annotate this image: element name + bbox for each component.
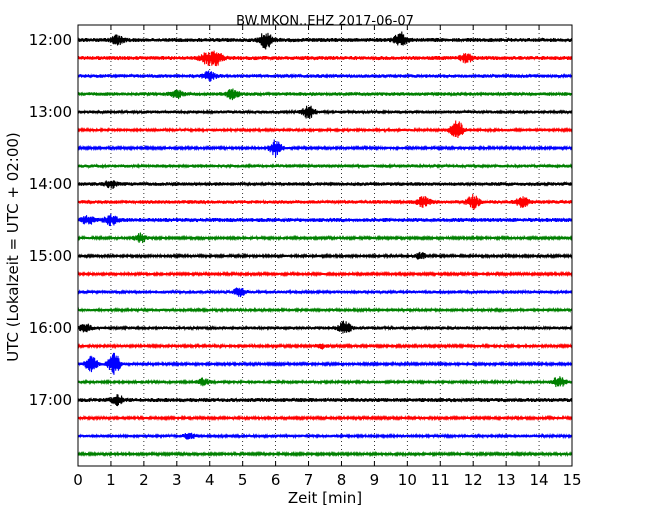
x-tick-label: 11 — [431, 471, 450, 489]
trace-line — [78, 70, 572, 81]
x-tick-label: 3 — [172, 471, 182, 489]
y-tick-label: 13:00 — [29, 103, 72, 121]
x-tick-label: 6 — [271, 471, 281, 489]
trace-line — [78, 376, 572, 387]
trace-line — [78, 273, 572, 275]
trace-line — [78, 214, 572, 226]
trace-line — [78, 194, 572, 209]
trace-line — [78, 417, 572, 419]
trace-line — [78, 180, 572, 189]
x-axis-label: Zeit [min] — [288, 489, 362, 507]
trace-line — [78, 252, 572, 260]
trace-line — [78, 164, 572, 167]
x-tick-label: 9 — [370, 471, 380, 489]
x-tick-label: 2 — [139, 471, 149, 489]
trace-line — [78, 394, 572, 406]
trace-line — [78, 309, 572, 312]
trace-line — [78, 288, 572, 298]
trace-group — [78, 32, 572, 456]
trace-line — [78, 140, 572, 158]
y-tick-label: 17:00 — [29, 391, 72, 409]
x-tick-label: 14 — [530, 471, 549, 489]
trace-line — [78, 32, 572, 50]
trace-line — [78, 51, 572, 66]
trace-line — [78, 321, 572, 334]
y-tick-label: 15:00 — [29, 247, 72, 265]
trace-line — [78, 121, 572, 139]
x-tick-label: 13 — [497, 471, 516, 489]
x-tick-label: 12 — [464, 471, 483, 489]
y-tick-label: 16:00 — [29, 319, 72, 337]
trace-line — [78, 353, 572, 375]
trace-line — [78, 233, 572, 244]
y-tick-label: 12:00 — [29, 31, 72, 49]
trace-line — [78, 89, 572, 101]
trace-line — [78, 106, 572, 119]
x-tick-label: 15 — [562, 471, 581, 489]
x-tick-label: 8 — [337, 471, 347, 489]
y-axis-label: UTC (Lokalzeit = UTC + 02:00) — [4, 132, 22, 362]
x-tick-label: 4 — [205, 471, 215, 489]
trace-line — [78, 433, 572, 440]
x-tick-label: 7 — [304, 471, 314, 489]
x-tick-label: 1 — [106, 471, 116, 489]
trace-line — [78, 343, 572, 349]
trace-line — [78, 453, 572, 455]
chart-title: BW.MKON..EHZ 2017-06-07 — [236, 14, 414, 29]
x-tick-label: 5 — [238, 471, 248, 489]
x-tick-label: 10 — [398, 471, 417, 489]
y-tick-label: 14:00 — [29, 175, 72, 193]
x-tick-label: 0 — [73, 471, 83, 489]
